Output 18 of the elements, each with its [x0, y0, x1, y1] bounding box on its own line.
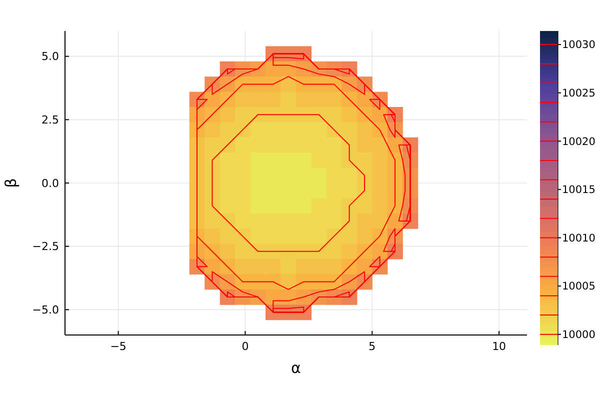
x-tick-label: 5: [368, 340, 376, 353]
y-tick-label: 2.5: [42, 114, 59, 127]
color-bar-label: 10015: [562, 184, 596, 196]
color-bar-label: 10005: [562, 280, 596, 293]
y-tick-label: 0.0: [42, 176, 59, 190]
color-bar-label: 10010: [562, 232, 596, 244]
y-axis-title: β: [2, 178, 20, 188]
x-tick-label: −5: [110, 340, 126, 353]
y-tick-label: −2.5: [32, 240, 59, 254]
color-bar-label: 10000: [562, 329, 596, 342]
color-bar-label: 10020: [562, 136, 596, 148]
x-tick-label: 0: [242, 340, 249, 353]
color-bar-label: 10030: [562, 39, 596, 52]
color-bar-label: 10025: [562, 88, 596, 100]
x-tick-label: 10: [492, 340, 506, 353]
x-axis-title: α: [291, 359, 302, 377]
y-tick-label: 5.0: [42, 50, 59, 64]
y-tick-label: −5.0: [32, 304, 59, 317]
